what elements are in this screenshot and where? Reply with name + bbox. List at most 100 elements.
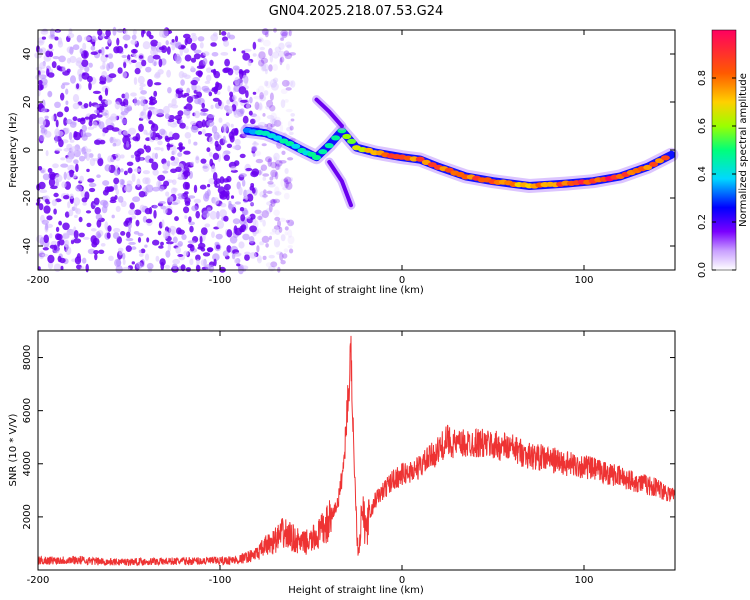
noise-blob: [94, 253, 98, 261]
noise-blob: [243, 48, 252, 52]
noise-blob: [107, 225, 112, 232]
noise-blob: [145, 66, 152, 73]
noise-blob: [242, 233, 250, 241]
noise-blob: [168, 115, 175, 120]
noise-blob: [115, 188, 120, 195]
upper-branch: [314, 97, 344, 128]
noise-blob: [212, 97, 220, 102]
noise-blob: [94, 139, 101, 145]
noise-blob: [133, 97, 138, 106]
noise-blob: [131, 246, 137, 250]
noise-blob: [46, 215, 53, 221]
x-tick-label: -100: [209, 575, 232, 586]
noise-blob: [226, 229, 233, 238]
noise-blob: [157, 230, 162, 236]
noise-blob: [152, 169, 159, 176]
noise-blob: [212, 253, 220, 261]
noise-blob: [42, 247, 49, 251]
noise-blob: [113, 169, 120, 176]
noise-blob: [180, 79, 185, 86]
x-tick-label: -200: [27, 275, 50, 286]
noise-blob: [162, 28, 169, 37]
noise-blob: [262, 176, 267, 181]
noise-blob: [151, 161, 159, 171]
noise-blob: [272, 64, 279, 71]
noise-blob: [155, 255, 160, 262]
noise-blob: [115, 265, 123, 274]
noise-blob: [145, 218, 153, 224]
noise-blob: [184, 215, 188, 220]
noise-blob: [176, 146, 184, 150]
noise-blob: [139, 204, 145, 212]
noise-blob: [258, 51, 266, 60]
noise-blob: [277, 220, 281, 228]
noise-blob: [278, 42, 285, 50]
noise-blob: [202, 128, 206, 135]
noise-blob: [256, 103, 264, 112]
noise-blob: [216, 220, 225, 229]
noise-blob: [209, 158, 214, 167]
noise-blob: [142, 41, 151, 50]
noise-blob: [51, 199, 58, 207]
noise-blob: [183, 109, 191, 116]
noise-blob: [123, 59, 130, 63]
y-tick-label: 6000: [22, 398, 33, 423]
noise-blob: [133, 168, 142, 173]
noise-blob: [160, 147, 164, 152]
noise-blob: [193, 141, 198, 146]
noise-blob: [265, 208, 272, 214]
noise-blob: [112, 139, 118, 143]
noise-blob: [158, 46, 165, 51]
noise-blob: [274, 191, 282, 196]
noise-blob: [287, 219, 295, 227]
noise-blob: [96, 114, 103, 118]
colorbar-tick-label: 0.8: [697, 70, 708, 86]
noise-blob: [85, 263, 89, 273]
noise-blob: [128, 209, 136, 216]
noise-blob: [191, 32, 197, 36]
noise-blob: [284, 226, 289, 231]
noise-blob: [220, 52, 229, 56]
noise-blob: [238, 186, 243, 196]
noise-blob: [155, 71, 161, 78]
noise-blob: [212, 152, 220, 160]
noise-blob: [212, 32, 218, 37]
noise-blob: [58, 139, 64, 148]
noise-blob: [162, 206, 168, 214]
noise-blob: [251, 145, 258, 152]
noise-blob: [264, 68, 268, 75]
noise-blob: [271, 171, 277, 180]
noise-blob: [69, 55, 77, 64]
noise-blob: [249, 252, 257, 259]
noise-blob: [116, 28, 125, 33]
y-tick-label: 20: [22, 96, 33, 109]
noise-blob: [256, 258, 262, 262]
noise-blob: [238, 241, 245, 249]
noise-blob: [183, 92, 190, 97]
noise-blob: [189, 225, 194, 233]
noise-blob: [88, 101, 92, 108]
noise-blob: [101, 112, 108, 116]
noise-blob: [113, 227, 121, 233]
noise-blob: [259, 92, 264, 100]
noise-blob: [270, 161, 277, 169]
noise-blob: [177, 241, 183, 247]
noise-blob: [273, 209, 280, 216]
noise-blob: [148, 96, 156, 101]
noise-blob: [183, 170, 191, 177]
noise-blob: [262, 255, 267, 260]
noise-blob: [249, 213, 256, 220]
x-tick-label: 100: [574, 275, 593, 286]
noise-blob: [135, 153, 141, 163]
noise-blob: [259, 46, 265, 51]
noise-blob: [83, 51, 88, 58]
noise-blob: [81, 197, 88, 203]
snr-y-label: SNR (10 * V/V): [8, 413, 19, 486]
noise-blob: [249, 96, 253, 104]
noise-blob: [75, 208, 81, 215]
noise-blob: [275, 159, 283, 167]
noise-blob: [216, 210, 220, 220]
noise-blob: [193, 49, 202, 54]
noise-blob: [187, 240, 196, 244]
noise-blob: [159, 128, 166, 135]
